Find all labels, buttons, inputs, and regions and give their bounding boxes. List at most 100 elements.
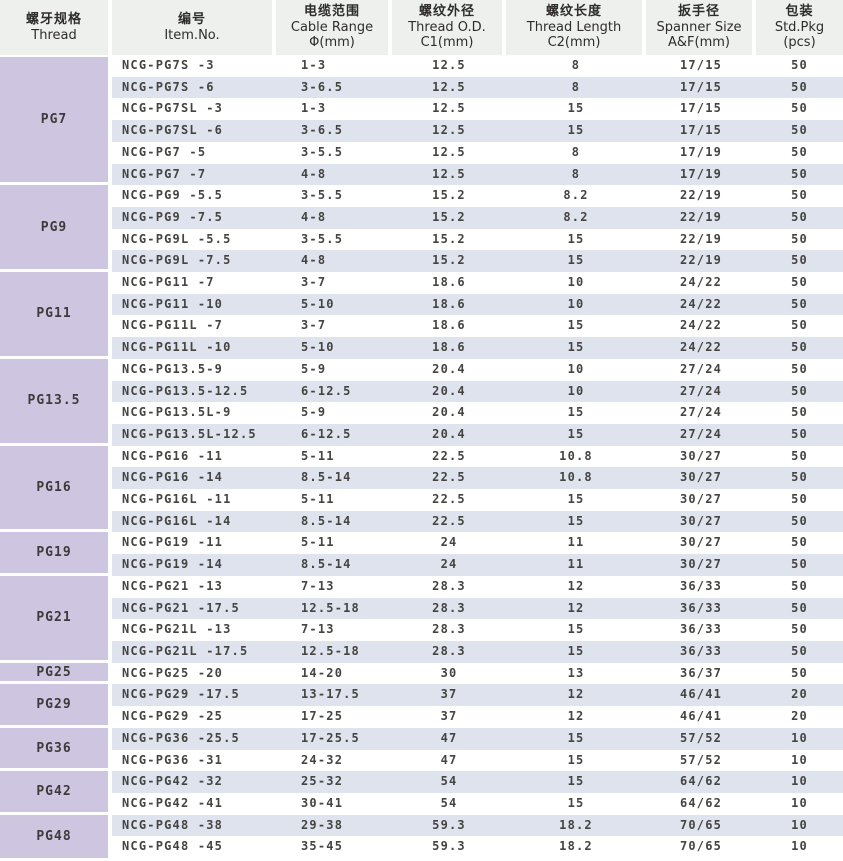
- cell-thread-od: 24: [440, 535, 458, 550]
- cell-spanner-size: 24/22: [679, 275, 723, 290]
- thread-group-cell: PG21: [0, 575, 108, 663]
- col-header-thread: 螺牙规格 Thread: [0, 0, 108, 55]
- cell-std-pkg: 50: [791, 123, 808, 138]
- cell-std-pkg: 50: [791, 58, 808, 72]
- cell-cable-range: 6-12.5: [301, 383, 352, 398]
- col-header-thread-length-unit: C2(mm): [547, 35, 601, 51]
- cell-std-pkg: 50: [791, 101, 808, 116]
- table-row: NCG-PG36 -25.5 17-25.5 47 15 57/52 10: [112, 727, 843, 750]
- thread-group-column: PG7 PG9 PG11 PG13.5 PG16 PG19 PG21 PG25 PG29 PG36…: [0, 55, 108, 859]
- thread-group-cell: PG16: [0, 445, 108, 533]
- cell-thread-od: 22.5: [432, 448, 466, 463]
- cell-item-no: NCG-PG13.5L-12.5: [122, 426, 257, 441]
- cell-item-no: NCG-PG25 -20: [122, 665, 224, 680]
- cell-std-pkg: 50: [791, 166, 808, 181]
- cell-thread-od: 47: [440, 752, 458, 767]
- cell-std-pkg: 50: [791, 144, 808, 159]
- cell-item-no: NCG-PG48 -38: [122, 817, 224, 832]
- cell-spanner-size: 30/27: [679, 492, 723, 507]
- cell-thread-od: 20.4: [432, 383, 466, 398]
- col-header-item-no-zh: 编号: [177, 12, 206, 27]
- table-row: NCG-PG13.5-9 5-9 20.4 10 27/24 50: [112, 358, 843, 381]
- col-header-thread-od-zh: 螺纹外径: [418, 4, 475, 20]
- cell-thread-od: 12.5: [432, 101, 466, 116]
- col-header-item-no: 编号 Item.No.: [112, 0, 272, 55]
- cell-cable-range: 4-8: [301, 209, 327, 224]
- thread-group-cell: PG13.5: [0, 358, 108, 446]
- table-row: NCG-PG16L -14 8.5-14 22.5 15 30/27 50: [112, 510, 843, 533]
- cell-item-no: NCG-PG13.5-9: [122, 361, 224, 376]
- cell-item-no: NCG-PG9L -5.5: [122, 231, 232, 246]
- cell-std-pkg: 10: [791, 817, 808, 832]
- cell-thread-length: 18.2: [559, 839, 593, 854]
- cell-cable-range: 35-45: [301, 839, 344, 854]
- cell-cable-range: 1-3: [301, 58, 327, 72]
- cell-std-pkg: 50: [791, 535, 808, 550]
- cell-spanner-size: 17/15: [679, 123, 723, 138]
- cell-thread-length: 10: [567, 296, 585, 311]
- table-row: NCG-PG7 -5 3-5.5 12.5 8 17/19 50: [112, 141, 843, 164]
- cell-thread-od: 37: [440, 687, 458, 702]
- cell-spanner-size: 46/41: [679, 709, 723, 724]
- cell-thread-od: 20.4: [432, 426, 466, 441]
- thread-group-cell: PG11: [0, 272, 108, 359]
- table-row: NCG-PG9L -5.5 3-5.5 15.2 15 22/19 50: [112, 228, 843, 251]
- cell-spanner-size: 24/22: [679, 318, 723, 333]
- cell-std-pkg: 50: [791, 470, 808, 485]
- table-row: NCG-PG36 -31 24-32 47 15 57/52 10: [112, 749, 843, 772]
- thread-group-cell: PG29: [0, 684, 108, 728]
- cell-thread-od: 12.5: [432, 58, 466, 72]
- cell-std-pkg: 10: [791, 839, 808, 854]
- cell-thread-length: 15: [567, 492, 585, 507]
- cell-std-pkg: 50: [791, 405, 808, 420]
- cell-cable-range: 6-12.5: [301, 426, 352, 441]
- cell-spanner-size: 27/24: [679, 405, 723, 420]
- cell-std-pkg: 10: [791, 730, 808, 745]
- cell-thread-od: 30: [440, 665, 458, 680]
- cell-thread-length: 12: [567, 687, 585, 702]
- cell-cable-range: 5-11: [301, 492, 335, 507]
- cell-cable-range: 25-32: [301, 774, 344, 789]
- table-row: NCG-PG11 -10 5-10 18.6 10 24/22 50: [112, 293, 843, 316]
- cell-thread-od: 12.5: [432, 79, 466, 94]
- cell-thread-length: 15: [567, 340, 585, 355]
- cell-thread-length: 15: [567, 426, 585, 441]
- cell-std-pkg: 50: [791, 188, 808, 203]
- cell-item-no: NCG-PG16L -11: [122, 492, 232, 507]
- cell-std-pkg: 50: [791, 231, 808, 246]
- cell-thread-od: 15.2: [432, 209, 466, 224]
- col-header-cable-range-unit: Φ(mm): [309, 35, 355, 51]
- cell-thread-od: 12.5: [432, 123, 466, 138]
- cell-item-no: NCG-PG11 -10: [122, 296, 224, 311]
- cell-cable-range: 8.5-14: [301, 513, 352, 528]
- table-row: NCG-PG48 -38 29-38 59.3 18.2 70/65 10: [112, 814, 843, 837]
- cell-std-pkg: 50: [791, 79, 808, 94]
- cell-item-no: NCG-PG9 -5.5: [122, 188, 224, 203]
- cell-thread-od: 18.6: [432, 340, 466, 355]
- cell-thread-length: 13: [567, 665, 585, 680]
- table-row: NCG-PG16 -14 8.5-14 22.5 10.8 30/27 50: [112, 467, 843, 490]
- cell-spanner-size: 27/24: [679, 426, 723, 441]
- cell-item-no: NCG-PG21 -17.5: [122, 600, 240, 615]
- cell-thread-length: 8.2: [563, 188, 589, 203]
- cell-cable-range: 5-10: [301, 296, 335, 311]
- cell-cable-range: 17-25.5: [301, 730, 360, 745]
- cell-spanner-size: 22/19: [679, 209, 723, 224]
- cell-item-no: NCG-PG9 -7.5: [122, 209, 224, 224]
- col-header-spanner-size-zh: 扳手径: [677, 4, 720, 20]
- cell-thread-length: 10: [567, 361, 585, 376]
- thread-group-cell: PG19: [0, 532, 108, 576]
- cell-spanner-size: 17/15: [679, 101, 723, 116]
- table-row: NCG-PG7SL -6 3-6.5 12.5 15 17/15 50: [112, 120, 843, 142]
- thread-group-cell: PG7: [0, 55, 108, 186]
- cell-item-no: NCG-PG16L -14: [122, 513, 232, 528]
- cell-std-pkg: 50: [791, 296, 808, 311]
- cell-thread-od: 28.3: [432, 622, 466, 637]
- cell-spanner-size: 30/27: [679, 557, 723, 572]
- cell-std-pkg: 50: [791, 383, 808, 398]
- cell-spanner-size: 17/15: [679, 58, 723, 72]
- table-row: NCG-PG9 -5.5 3-5.5 15.2 8.2 22/19 50: [112, 185, 843, 207]
- table-row: NCG-PG9 -7.5 4-8 15.2 8.2 22/19 50: [112, 206, 843, 229]
- cell-std-pkg: 10: [791, 752, 808, 767]
- cell-thread-od: 54: [440, 795, 458, 810]
